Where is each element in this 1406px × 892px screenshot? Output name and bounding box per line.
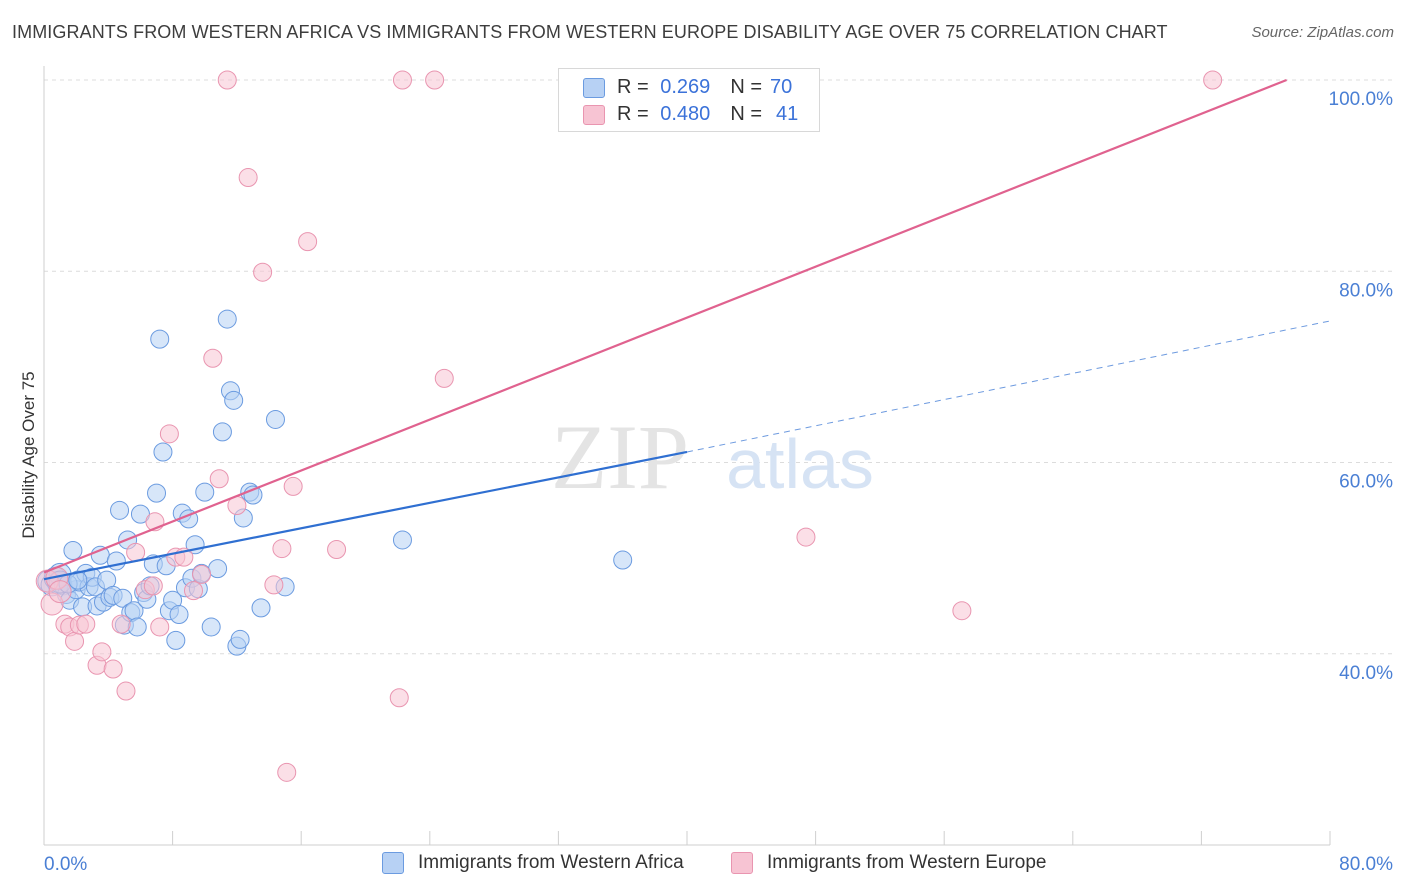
data-point <box>212 422 232 442</box>
data-point <box>392 530 412 550</box>
legend-item-western-europe: Immigrants from Western Europe <box>731 852 1046 874</box>
data-point <box>192 564 212 584</box>
data-point <box>195 482 215 502</box>
data-point <box>110 500 130 520</box>
data-point <box>277 762 297 782</box>
data-point <box>113 588 133 608</box>
watermark-zip: ZIP <box>551 406 689 508</box>
data-point <box>203 348 223 368</box>
watermark-atlas: atlas <box>726 425 874 503</box>
legend-label-western-africa: Immigrants from Western Africa <box>418 852 684 873</box>
data-point <box>217 70 237 90</box>
trend-lines <box>43 78 1331 581</box>
data-point <box>265 409 285 429</box>
grid-lines: 40.0% 60.0% 80.0% 100.0% <box>44 79 1394 684</box>
legend-r-label: R = <box>617 102 649 125</box>
data-point <box>183 581 203 601</box>
data-point <box>143 576 163 596</box>
data-point <box>613 550 633 570</box>
data-point <box>327 540 347 560</box>
data-point <box>48 580 72 604</box>
legend-r-value: 0.480 <box>660 102 711 125</box>
data-point <box>92 642 112 662</box>
data-point <box>283 476 303 496</box>
data-point <box>264 575 284 595</box>
data-point <box>389 688 409 708</box>
data-point <box>65 631 85 651</box>
legend-r-value: 0.269 <box>660 75 711 98</box>
data-point <box>166 630 186 650</box>
y-axis-label: Disability Age Over 75 <box>19 371 38 538</box>
y-tick-label: 40.0% <box>1339 663 1393 684</box>
y-tick-label: 80.0% <box>1339 280 1393 301</box>
data-point <box>111 614 131 634</box>
data-point <box>150 329 170 349</box>
data-point <box>253 262 273 282</box>
legend-swatch-blue <box>382 852 404 874</box>
data-point <box>90 545 110 565</box>
legend-swatch-pink <box>583 105 605 125</box>
data-point <box>208 559 228 579</box>
data-point <box>217 309 237 329</box>
trend-line-western-africa <box>43 450 688 581</box>
data-point <box>76 614 96 634</box>
y-tick-label: 60.0% <box>1339 472 1393 493</box>
data-point <box>150 617 170 637</box>
legend-n-value: 70 <box>770 75 793 98</box>
data-point <box>106 551 126 571</box>
series-western-africa <box>37 309 633 656</box>
data-point <box>169 605 189 625</box>
legend-swatch-pink <box>731 852 753 874</box>
series-legend: Immigrants from Western Africa Immigrant… <box>0 852 1406 878</box>
watermark: ZIP atlas <box>551 406 874 508</box>
data-point <box>392 70 412 90</box>
legend-item-western-africa: Immigrants from Western Africa <box>382 852 684 874</box>
data-point <box>127 617 147 637</box>
source-credit: Source: ZipAtlas.com <box>1251 24 1394 41</box>
legend-row-western-europe: R = 0.480 N = 41 <box>583 101 799 127</box>
data-point <box>298 232 318 252</box>
data-point <box>434 368 454 388</box>
data-point <box>209 469 229 489</box>
data-point <box>272 539 292 559</box>
data-point <box>116 681 136 701</box>
data-point <box>147 483 167 503</box>
series-western-europe <box>35 70 1223 782</box>
data-point <box>425 70 445 90</box>
data-point <box>68 570 88 590</box>
correlation-legend: R = 0.269 N = 70 R = 0.480 N = 41 <box>558 68 820 132</box>
data-point <box>251 598 271 618</box>
data-point <box>63 540 83 560</box>
legend-n-value: 41 <box>776 102 799 125</box>
data-point <box>796 527 816 547</box>
x-tick-label: 0.0% <box>44 854 87 875</box>
chart-title: IMMIGRANTS FROM WESTERN AFRICA VS IMMIGR… <box>12 22 1168 42</box>
data-point <box>224 390 244 410</box>
data-point <box>1203 70 1223 90</box>
data-point <box>201 617 221 637</box>
legend-row-western-africa: R = 0.269 N = 70 <box>583 74 793 100</box>
x-tick-label: 80.0% <box>1339 854 1393 875</box>
data-point <box>103 659 123 679</box>
data-point <box>238 168 258 188</box>
axes: 0.0% 80.0% <box>43 66 1393 875</box>
data-point <box>153 442 173 462</box>
y-tick-label: 100.0% <box>1329 89 1394 110</box>
legend-label-western-europe: Immigrants from Western Europe <box>767 852 1047 873</box>
data-point <box>159 424 179 444</box>
legend-r-label: R = <box>617 75 649 98</box>
data-point <box>952 601 972 621</box>
trend-line-western-europe <box>43 78 1288 574</box>
legend-swatch-blue <box>583 78 605 98</box>
data-point <box>230 629 250 649</box>
legend-n-label: N = <box>730 102 762 125</box>
legend-n-label: N = <box>730 75 762 98</box>
